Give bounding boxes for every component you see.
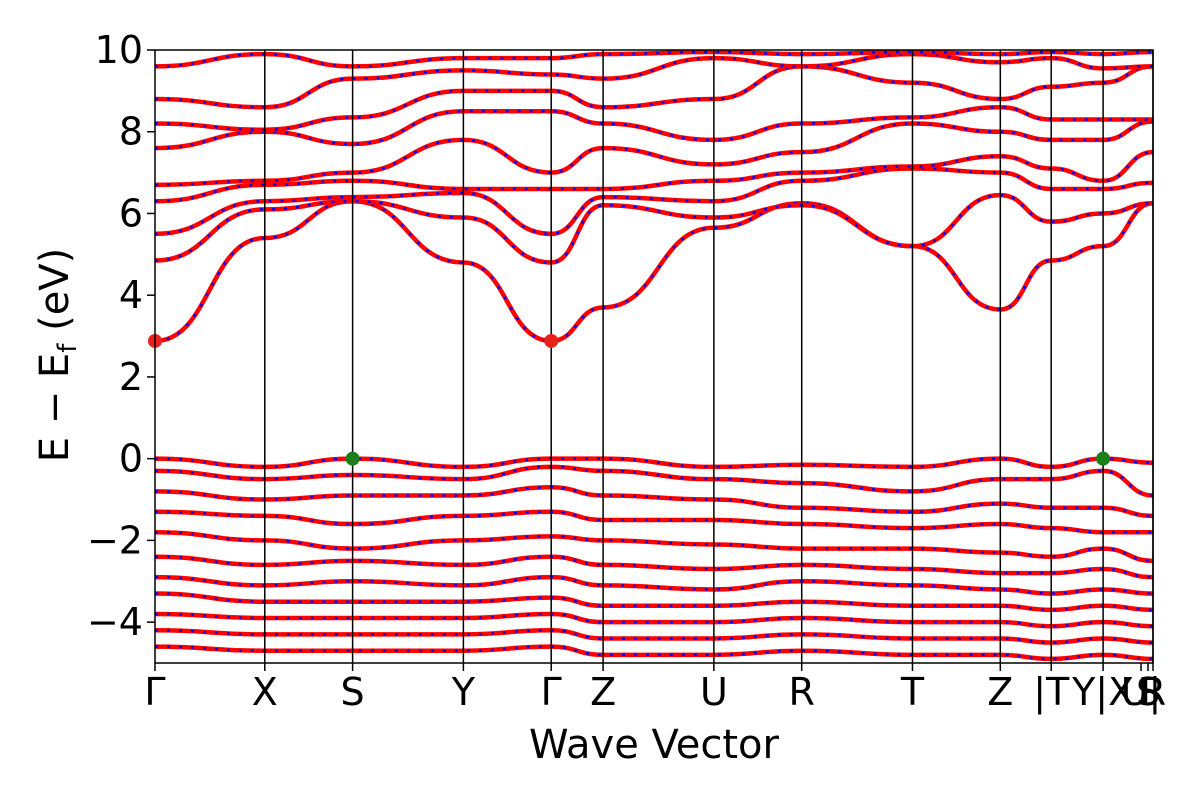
y-tick-label-7: 10 xyxy=(95,28,143,72)
band-17-spin-up xyxy=(155,611,1153,629)
band-13-spin-up xyxy=(155,529,1153,564)
band-7-spin-down xyxy=(155,52,1153,109)
x-tick-label-12: U| xyxy=(1121,670,1162,715)
x-tick-label-8: T xyxy=(900,670,925,714)
band-6-spin-down xyxy=(155,65,1153,131)
band-2-spin-down xyxy=(155,167,1153,236)
y-tick-label-3: 2 xyxy=(119,355,143,399)
plot-frame xyxy=(154,49,1154,664)
y-tick-label-4: 4 xyxy=(119,273,143,317)
x-ticks-layer: Γ X S Y Γ Z U R T Z |T Y|XU|SR xyxy=(144,663,1166,715)
y-axis-label-subscript: f xyxy=(53,343,83,353)
band-14-spin-up xyxy=(155,554,1153,580)
x-axis-label: Wave Vector xyxy=(529,722,780,768)
x-tick-label-7: R xyxy=(789,670,815,714)
band-3-spin-down xyxy=(155,150,1153,203)
x-tick-label-2: S xyxy=(341,670,365,714)
vbm-point-3 xyxy=(1096,451,1111,466)
band-15-spin-up xyxy=(155,574,1153,596)
band-1-spin-up xyxy=(155,192,1153,265)
vbm-point-2 xyxy=(345,451,360,466)
x-tick-label-0: Γ xyxy=(144,670,165,714)
band-5-spin-down xyxy=(155,105,1153,150)
highlight-points-layer xyxy=(148,333,1111,466)
y-ticks-layer: −4 −2 0 2 4 6 8 10 xyxy=(87,28,155,644)
y-axis-label-unit: (eV) xyxy=(32,248,78,344)
band-9-spin-up xyxy=(155,456,1153,470)
band-12-spin-up xyxy=(155,509,1153,535)
y-tick-label-5: 6 xyxy=(119,191,143,235)
x-tick-label-3: Y xyxy=(451,670,476,714)
x-tick-label-1: X xyxy=(252,670,278,714)
bands-layer xyxy=(155,50,1153,662)
band-8-spin-up xyxy=(155,50,1153,69)
band-18-spin-up xyxy=(155,628,1153,645)
x-tick-label-14: R xyxy=(1140,670,1166,714)
x-tick-label-11: Y|X xyxy=(1071,670,1134,715)
y-axis-label: E − Ef (eV) xyxy=(32,248,83,463)
band-16-spin-up xyxy=(155,591,1153,613)
x-tick-label-6: U xyxy=(700,670,728,714)
y-tick-label-0: −4 xyxy=(87,600,143,644)
band-4-spin-down xyxy=(155,120,1153,187)
x-tick-label-4: Γ xyxy=(541,670,562,714)
x-tick-label-13: S xyxy=(1136,670,1160,714)
y-axis-label-main: E − E xyxy=(32,353,78,463)
band-11-spin-up xyxy=(155,485,1153,519)
y-tick-label-2: 0 xyxy=(119,437,143,481)
band-10-spin-down xyxy=(155,465,1153,497)
x-tick-label-9: Z xyxy=(987,670,1013,714)
y-tick-label-6: 8 xyxy=(119,110,143,154)
cbm-point-1 xyxy=(544,333,559,348)
x-tick-label-10: |T xyxy=(1033,670,1070,715)
y-tick-label-1: −2 xyxy=(87,518,143,562)
x-tick-label-5: Z xyxy=(590,670,616,714)
band-19-spin-up xyxy=(155,644,1153,662)
